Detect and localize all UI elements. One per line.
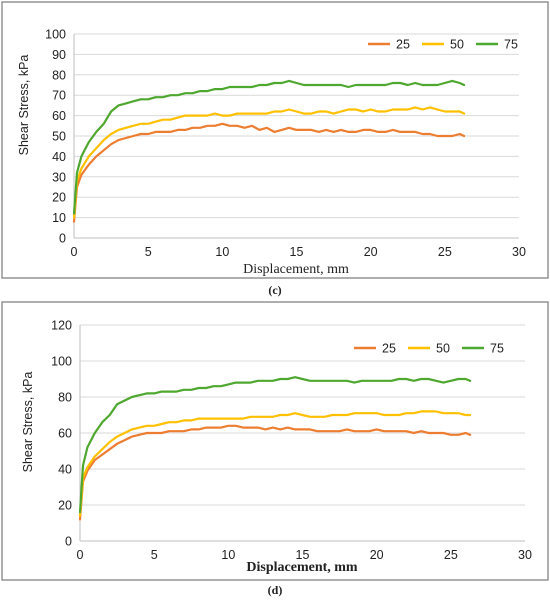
panel-d-y-tick-label: 40 [58, 463, 72, 477]
panel-c-legend-label-75: 75 [504, 38, 518, 52]
chart-panel-c: 0 10 20 30 40 50 60 70 80 90 100 0 5 10 15 20 25 30 25 50 7… [1, 1, 549, 297]
panel-c-legend-label-50: 50 [450, 38, 464, 52]
panel-c-y-tick-label: 100 [45, 28, 66, 42]
panel-d-y-tick-label: 20 [58, 499, 72, 513]
panel-c-y-tick-label: 60 [52, 109, 66, 123]
panel-c-x-tick-label: 5 [145, 245, 152, 259]
panel-d-x-tick-label: 0 [77, 548, 84, 562]
chart-panel-d: 0 20 40 60 80 100 120 0 5 10 15 20 25 30 25 50 75 Displ… [1, 301, 549, 597]
panel-d-y-tick-label: 0 [65, 535, 72, 549]
panel-c-y-tick-label: 50 [52, 130, 66, 144]
panel-d-frame [1, 301, 549, 581]
panel-c-x-tick-label: 20 [364, 245, 378, 259]
panel-d-legend: 25 50 75 [354, 342, 504, 356]
panel-c-y-tick-label: 90 [52, 48, 66, 62]
panel-c-y-tick-label: 80 [52, 68, 66, 82]
panel-c-frame [1, 1, 549, 279]
panel-c-x-axis-label: Displacement, mm [243, 262, 349, 277]
panel-c-series-75-line [72, 79, 466, 215]
panel-d-caption: (d) [268, 583, 283, 597]
panel-c-y-tick-label: 30 [52, 170, 66, 184]
panel-d-x-tick-label: 20 [370, 548, 384, 562]
panel-c-y-tick-label: 10 [52, 211, 66, 225]
panel-c-x-tick-label: 10 [215, 245, 229, 259]
panel-d-legend-label-75: 75 [490, 342, 504, 356]
panel-d-series-50-line [78, 410, 472, 517]
panel-c-x-tick-label: 30 [512, 245, 526, 259]
panel-d-y-tick-label: 100 [51, 355, 72, 369]
panel-c-x-tick-label: 15 [290, 245, 304, 259]
panel-d-series-75-line [78, 376, 472, 514]
panel-d-series-25-line [78, 424, 472, 521]
panel-c-y-tick-label: 40 [52, 150, 66, 164]
panel-c-y-tick-label: 70 [52, 89, 66, 103]
panel-c-x-tick-label: 25 [438, 245, 452, 259]
panel-c-y-axis-label: Shear Stress, kPa [17, 55, 31, 156]
panel-d-x-tick-label: 30 [518, 548, 532, 562]
panel-c-legend-label-25: 25 [396, 38, 410, 52]
panel-c-y-tick-label: 20 [52, 191, 66, 205]
panel-c-series-50-line [72, 106, 466, 219]
panel-d-x-axis-label: Displacement, mm [246, 560, 358, 575]
panel-c-series [72, 79, 466, 223]
panel-c-tick-labels: 0 10 20 30 40 50 60 70 80 90 100 0 5 10 15 20 25 30 [45, 28, 526, 260]
panel-d-legend-label-25: 25 [382, 342, 396, 356]
panel-c-gridlines [74, 33, 519, 219]
panel-d-gridlines [80, 324, 525, 506]
panel-d-y-tick-label: 120 [51, 319, 72, 333]
panel-c-caption: (c) [268, 283, 281, 297]
panel-c-y-tick-label: 0 [59, 232, 66, 246]
panel-d-y-tick-label: 60 [58, 427, 72, 441]
panel-d-y-tick-label: 80 [58, 391, 72, 405]
panel-d-x-tick-label: 15 [296, 548, 310, 562]
panel-d-x-tick-label: 10 [221, 548, 235, 562]
panel-d-y-axis-label: Shear Stress, kPa [21, 372, 35, 473]
panel-c-x-tick-label: 0 [71, 245, 78, 259]
panel-c-series-25-line [72, 122, 466, 223]
panel-d-x-tick-label: 25 [444, 548, 458, 562]
panel-d-series [78, 376, 472, 521]
panel-d-tick-labels: 0 20 40 60 80 100 120 0 5 10 15 20 25 30 [51, 319, 532, 563]
panel-d-x-tick-label: 5 [151, 548, 158, 562]
panel-d-legend-label-50: 50 [436, 342, 450, 356]
panel-c-legend: 25 50 75 [368, 38, 518, 52]
